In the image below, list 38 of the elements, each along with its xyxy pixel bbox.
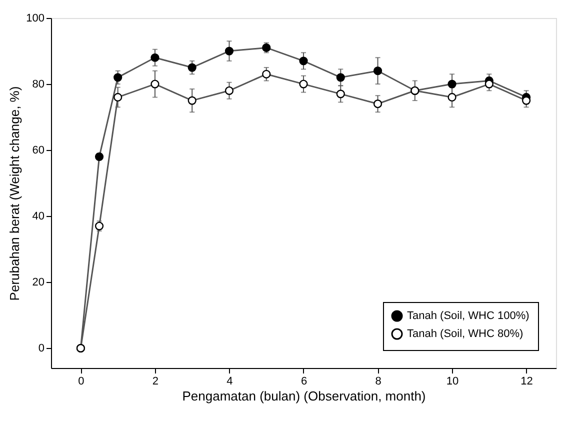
x-tick-label: 2: [152, 376, 159, 388]
point: [94, 152, 104, 161]
x-axis-title: Pengamatan (bulan) (Observation, month): [182, 388, 426, 404]
y-tick-label: 40: [32, 210, 44, 223]
point: [373, 100, 382, 108]
point: [150, 80, 160, 88]
point: [114, 73, 122, 82]
point: [299, 80, 308, 88]
point: [448, 80, 456, 88]
point: [188, 63, 196, 72]
legend-label: Tanah (Soil, WHC 80%): [407, 328, 524, 340]
point: [224, 46, 234, 56]
point: [94, 222, 104, 230]
point: [299, 56, 308, 66]
x-tick-label: 4: [226, 376, 233, 388]
point: [114, 92, 122, 102]
point: [262, 70, 271, 78]
point: [336, 90, 345, 98]
y-axis-title: Perubahan berat (Weight change, %): [7, 86, 22, 301]
point: [336, 73, 345, 82]
y-tick-label: 80: [32, 78, 44, 91]
y-tick-label: 100: [26, 12, 44, 24]
y-tick-label: 0: [38, 342, 44, 355]
x-tick-label: 8: [375, 376, 382, 388]
point: [150, 53, 160, 62]
x-tick-label: 12: [520, 376, 533, 388]
point: [188, 96, 196, 105]
x-tick-label: 6: [300, 376, 308, 388]
point: [224, 86, 234, 95]
point: [484, 80, 494, 88]
legend-label: Tanah (Soil, WHC 100%): [407, 310, 530, 322]
y-tick-label: 60: [32, 144, 44, 157]
point: [262, 43, 271, 52]
point: [373, 66, 382, 76]
x-tick-label: 10: [446, 376, 459, 388]
x-tick-label: 0: [78, 376, 84, 388]
point: [448, 92, 456, 102]
y-tick-label: 20: [32, 276, 44, 289]
